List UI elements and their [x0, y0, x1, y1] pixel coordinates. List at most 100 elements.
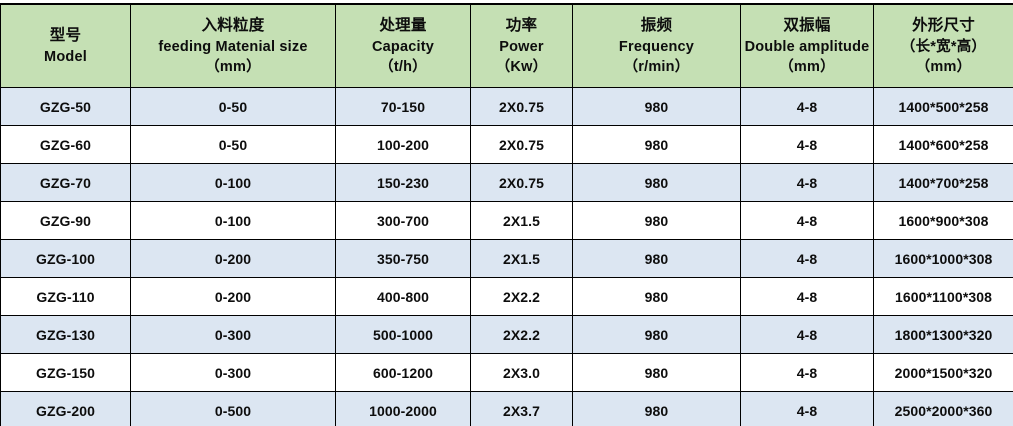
column-header-frequency: 振频 Frequency （r/min） — [572, 4, 741, 88]
cell-model: GZG-150 — [0, 353, 131, 392]
column-header-frequency-en: Frequency — [618, 38, 695, 55]
cell-dimensions: 1600*1000*308 — [873, 239, 1013, 278]
cell-model: GZG-110 — [0, 277, 131, 316]
specification-table: 型号 Model 入料粒度 feeding Matenial size （mm）… — [0, 4, 1013, 426]
cell-frequency: 980 — [572, 315, 741, 354]
column-header-capacity-unit: （t/h） — [379, 58, 427, 75]
cell-dimensions: 1600*1100*308 — [873, 277, 1013, 316]
cell-feeding-size: 0-50 — [130, 87, 336, 126]
cell-model: GZG-130 — [0, 315, 131, 354]
cell-feeding-size: 0-300 — [130, 315, 336, 354]
cell-double-amplitude: 4-8 — [740, 163, 874, 202]
cell-double-amplitude: 4-8 — [740, 277, 874, 316]
cell-frequency: 980 — [572, 277, 741, 316]
table-row: GZG-150 0-300 600-1200 2X3.0 980 4-8 200… — [0, 353, 1013, 392]
table-body: GZG-50 0-50 70-150 2X0.75 980 4-8 1400*5… — [0, 87, 1013, 426]
cell-double-amplitude: 4-8 — [740, 87, 874, 126]
cell-frequency: 980 — [572, 87, 741, 126]
column-header-double-amplitude-cn: 双振幅 — [783, 17, 831, 35]
table-header: 型号 Model 入料粒度 feeding Matenial size （mm）… — [0, 4, 1013, 88]
cell-double-amplitude: 4-8 — [740, 125, 874, 164]
cell-frequency: 980 — [572, 163, 741, 202]
cell-model: GZG-60 — [0, 125, 131, 164]
column-header-dimensions: 外形尺寸 （长*宽*高） （mm） — [873, 4, 1013, 88]
cell-power: 2X3.0 — [470, 353, 573, 392]
column-header-capacity-en: Capacity — [371, 38, 435, 55]
column-header-power-en: Power — [499, 38, 544, 55]
cell-double-amplitude: 4-8 — [740, 391, 874, 426]
cell-model: GZG-200 — [0, 391, 131, 426]
column-header-capacity: 处理量 Capacity （t/h） — [335, 4, 471, 88]
cell-model: GZG-90 — [0, 201, 131, 240]
cell-capacity: 1000-2000 — [335, 391, 471, 426]
column-header-feeding-size: 入料粒度 feeding Matenial size （mm） — [130, 4, 336, 88]
cell-model: GZG-70 — [0, 163, 131, 202]
column-header-double-amplitude-unit: （mm） — [779, 58, 835, 75]
table-row: GZG-110 0-200 400-800 2X2.2 980 4-8 1600… — [0, 277, 1013, 316]
cell-feeding-size: 0-500 — [130, 391, 336, 426]
column-header-frequency-unit: （r/min） — [623, 58, 690, 75]
table-row: GZG-50 0-50 70-150 2X0.75 980 4-8 1400*5… — [0, 87, 1013, 126]
cell-power: 2X1.5 — [470, 201, 573, 240]
table-top-clipped-row — [0, 0, 1013, 4]
cell-capacity: 350-750 — [335, 239, 471, 278]
column-header-power-cn: 功率 — [505, 17, 538, 35]
column-header-model-en: Model — [44, 48, 87, 65]
cell-power: 2X0.75 — [470, 163, 573, 202]
cell-feeding-size: 0-100 — [130, 201, 336, 240]
cell-feeding-size: 0-50 — [130, 125, 336, 164]
cell-power: 2X2.2 — [470, 315, 573, 354]
table-header-row: 型号 Model 入料粒度 feeding Matenial size （mm）… — [0, 4, 1013, 88]
cell-dimensions: 1400*600*258 — [873, 125, 1013, 164]
cell-capacity: 400-800 — [335, 277, 471, 316]
table-row: GZG-70 0-100 150-230 2X0.75 980 4-8 1400… — [0, 163, 1013, 202]
cell-power: 2X0.75 — [470, 125, 573, 164]
cell-frequency: 980 — [572, 125, 741, 164]
cell-power: 2X3.7 — [470, 391, 573, 426]
column-header-model-cn: 型号 — [49, 27, 82, 45]
cell-capacity: 600-1200 — [335, 353, 471, 392]
table-row: GZG-90 0-100 300-700 2X1.5 980 4-8 1600*… — [0, 201, 1013, 240]
cell-dimensions: 2000*1500*320 — [873, 353, 1013, 392]
cell-double-amplitude: 4-8 — [740, 353, 874, 392]
cell-dimensions: 1800*1300*320 — [873, 315, 1013, 354]
cell-power: 2X1.5 — [470, 239, 573, 278]
cell-capacity: 500-1000 — [335, 315, 471, 354]
column-header-power: 功率 Power （Kw） — [470, 4, 573, 88]
cell-dimensions: 2500*2000*360 — [873, 391, 1013, 426]
column-header-dimensions-cn: 外形尺寸 — [912, 17, 975, 35]
cell-dimensions: 1400*700*258 — [873, 163, 1013, 202]
cell-frequency: 980 — [572, 391, 741, 426]
cell-model: GZG-100 — [0, 239, 131, 278]
column-header-model: 型号 Model — [0, 4, 131, 88]
column-header-capacity-cn: 处理量 — [379, 17, 427, 35]
cell-frequency: 980 — [572, 239, 741, 278]
cell-dimensions: 1600*900*308 — [873, 201, 1013, 240]
column-header-dimensions-en: （长*宽*高） — [900, 38, 987, 55]
cell-power: 2X2.2 — [470, 277, 573, 316]
cell-double-amplitude: 4-8 — [740, 201, 874, 240]
cell-capacity: 100-200 — [335, 125, 471, 164]
column-header-feeding-size-unit: （mm） — [205, 58, 261, 75]
cell-frequency: 980 — [572, 353, 741, 392]
column-header-dimensions-unit: （mm） — [915, 58, 972, 75]
table-row: GZG-130 0-300 500-1000 2X2.2 980 4-8 180… — [0, 315, 1013, 354]
column-header-double-amplitude: 双振幅 Double amplitude （mm） — [740, 4, 874, 88]
cell-capacity: 70-150 — [335, 87, 471, 126]
column-header-feeding-size-en: feeding Matenial size — [158, 38, 308, 55]
column-header-frequency-cn: 振频 — [640, 17, 673, 35]
cell-frequency: 980 — [572, 201, 741, 240]
cell-double-amplitude: 4-8 — [740, 239, 874, 278]
cell-capacity: 150-230 — [335, 163, 471, 202]
column-header-feeding-size-cn: 入料粒度 — [201, 17, 265, 35]
cell-feeding-size: 0-200 — [130, 277, 336, 316]
column-header-double-amplitude-en: Double amplitude — [744, 38, 870, 55]
cell-feeding-size: 0-100 — [130, 163, 336, 202]
cell-feeding-size: 0-200 — [130, 239, 336, 278]
column-header-power-unit: （Kw） — [495, 58, 548, 75]
table-row: GZG-200 0-500 1000-2000 2X3.7 980 4-8 25… — [0, 391, 1013, 426]
cell-dimensions: 1400*500*258 — [873, 87, 1013, 126]
table-row: GZG-60 0-50 100-200 2X0.75 980 4-8 1400*… — [0, 125, 1013, 164]
cell-model: GZG-50 — [0, 87, 131, 126]
